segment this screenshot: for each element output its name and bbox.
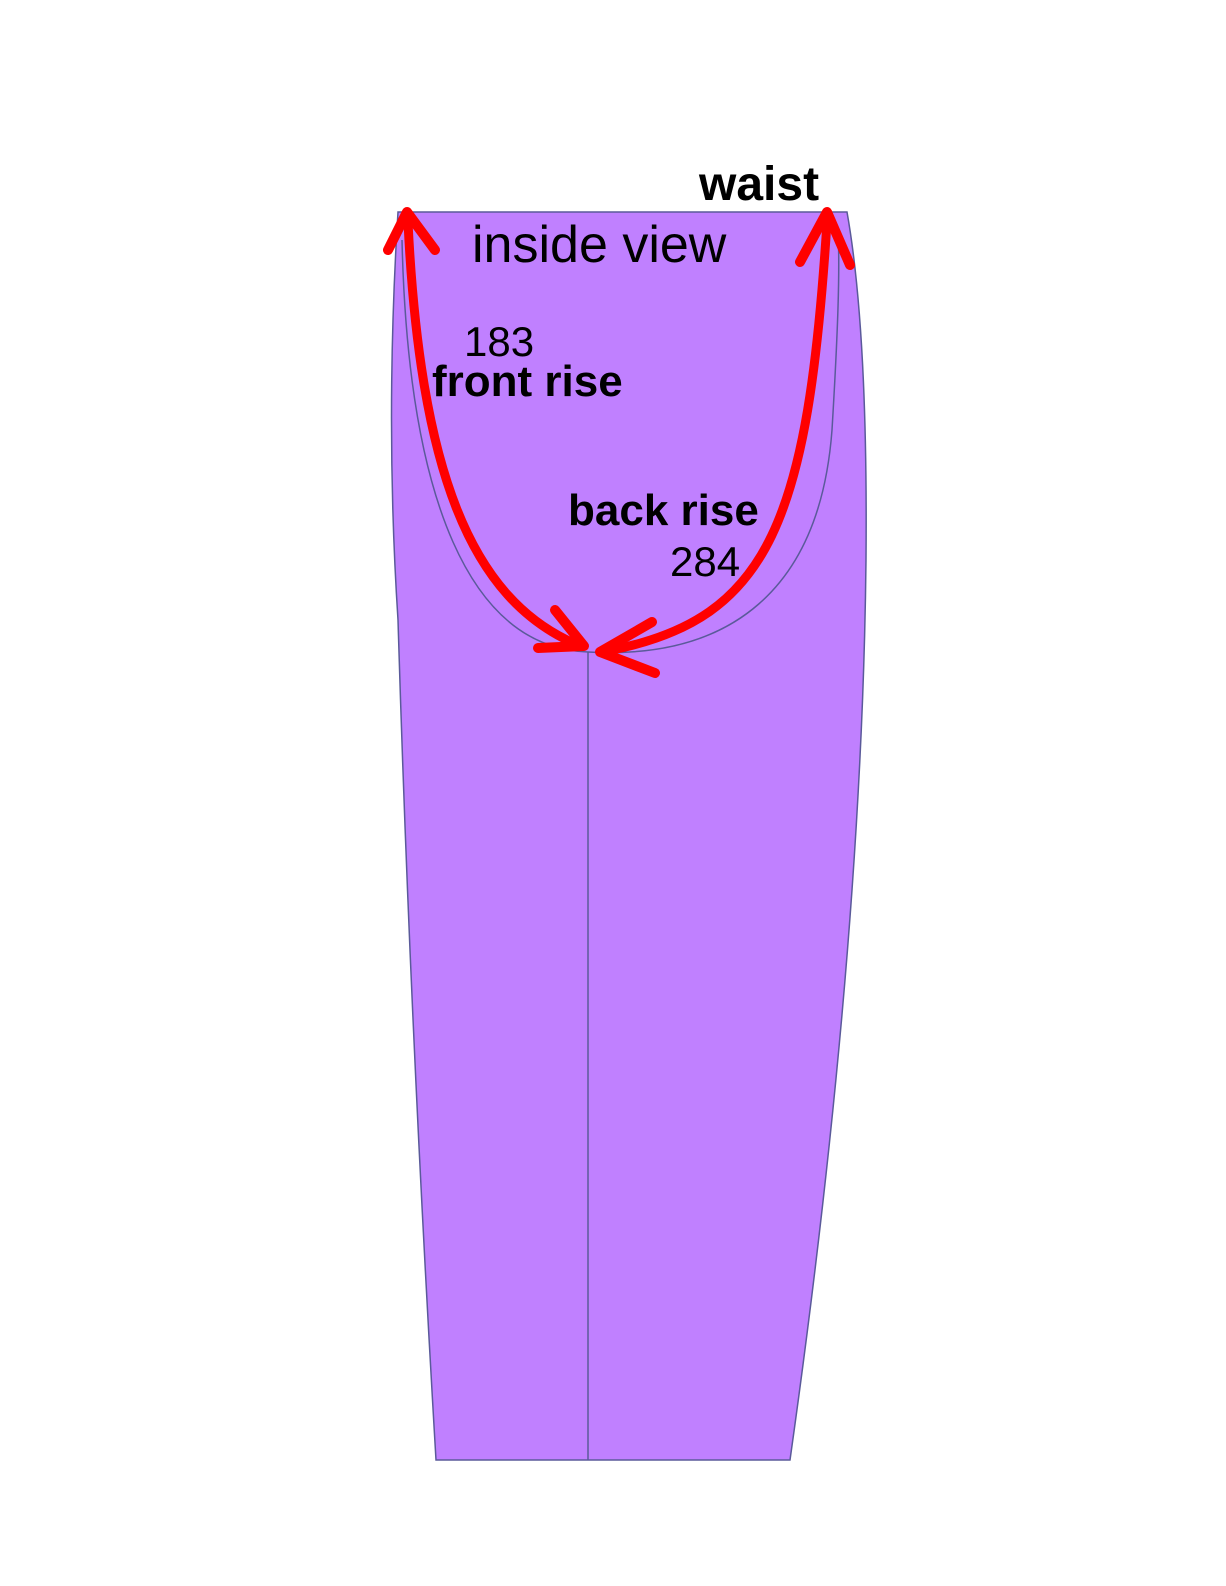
back-rise-arrowhead-top bbox=[795, 207, 855, 270]
back-rise-label: back rise bbox=[568, 486, 759, 535]
back-rise-arrowhead-bottom bbox=[595, 617, 660, 678]
view-label: inside view bbox=[472, 216, 727, 274]
back-rise-value: 284 bbox=[670, 538, 740, 585]
waist-label: waist bbox=[698, 158, 819, 211]
front-rise-arrow-curve bbox=[403, 217, 583, 650]
front-rise-arrowhead-bottom bbox=[533, 605, 589, 653]
front-rise-value: 183 bbox=[464, 318, 534, 365]
crotch-seam-line bbox=[401, 229, 840, 654]
back-rise-arrow-curve bbox=[607, 217, 832, 655]
pants-body bbox=[390, 211, 867, 1461]
front-rise-label: front rise bbox=[432, 357, 623, 406]
front-rise-arrowhead-top bbox=[383, 207, 440, 255]
